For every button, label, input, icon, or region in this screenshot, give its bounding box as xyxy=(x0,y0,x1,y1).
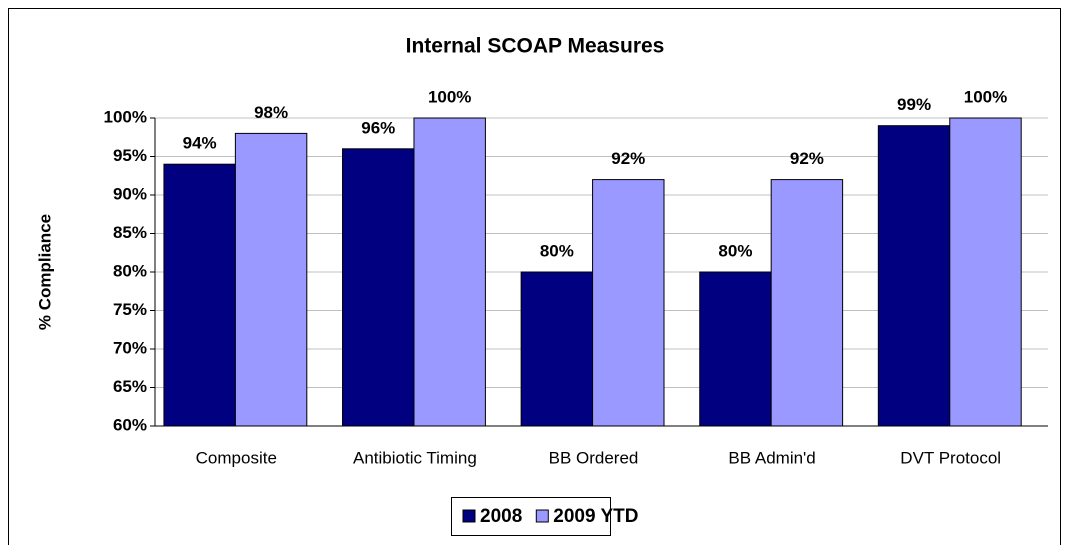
x-tick-label: Antibiotic Timing xyxy=(353,448,477,467)
y-tick-label: 75% xyxy=(113,300,147,319)
y-tick-label: 80% xyxy=(113,261,147,280)
y-axis-label: % Compliance xyxy=(35,214,54,330)
value-label: 94% xyxy=(183,134,217,153)
legend-swatch xyxy=(535,509,549,523)
legend-swatch xyxy=(462,509,476,523)
x-tick-label: Composite xyxy=(196,448,277,467)
bar xyxy=(163,163,236,427)
value-label: 100% xyxy=(428,87,471,106)
value-label: 92% xyxy=(611,149,645,168)
legend-box xyxy=(451,497,611,536)
legend-label: 2009 YTD xyxy=(553,506,638,527)
y-tick-label: 90% xyxy=(113,184,147,203)
y-tick-label: 70% xyxy=(113,338,147,357)
bar xyxy=(234,132,308,427)
x-tick-label: BB Admin'd xyxy=(728,448,815,467)
bar xyxy=(413,117,486,427)
value-label: 80% xyxy=(718,241,752,260)
y-tick-label: 65% xyxy=(113,377,147,396)
x-tick-label: DVT Protocol xyxy=(900,448,1001,467)
bar xyxy=(877,125,951,427)
y-tick-label: 95% xyxy=(113,146,147,165)
value-label: 98% xyxy=(254,103,288,122)
value-label: 99% xyxy=(897,95,931,114)
value-label: 100% xyxy=(964,87,1007,106)
x-tick-label: BB Ordered xyxy=(549,448,639,467)
bar xyxy=(770,179,844,427)
value-label: 92% xyxy=(790,149,824,168)
y-tick-label: 60% xyxy=(113,415,147,434)
bar xyxy=(520,271,594,427)
y-tick-label: 85% xyxy=(113,223,147,242)
y-tick-label: 100% xyxy=(104,107,147,126)
value-label: 80% xyxy=(540,241,574,260)
bar xyxy=(699,271,772,427)
legend-label: 2008 xyxy=(480,506,522,527)
bar xyxy=(342,148,415,427)
chart-title: Internal SCOAP Measures xyxy=(406,35,665,58)
bar xyxy=(949,117,1022,427)
value-label: 96% xyxy=(361,118,395,137)
bar xyxy=(592,179,665,427)
